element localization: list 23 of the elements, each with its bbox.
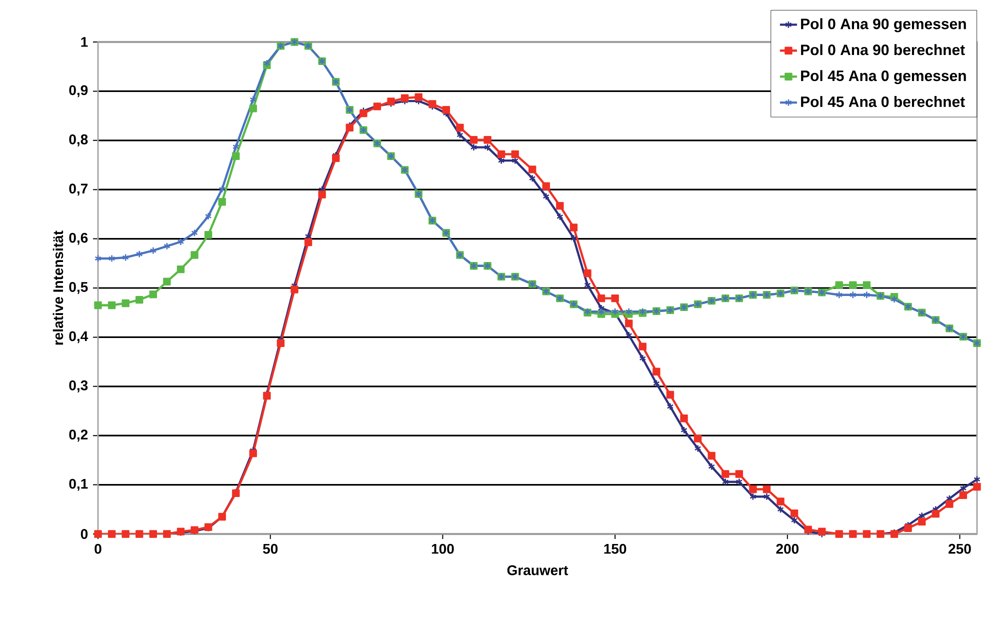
x-tick-label: 250: [948, 544, 971, 554]
legend-label: Pol 45 Ana 0 gemessen: [801, 70, 966, 84]
x-tick-label: 50: [263, 544, 278, 554]
y-tick-label: 0,8: [69, 134, 88, 146]
y-tick-label: 0,6: [69, 232, 88, 245]
y-tick-label: 0,2: [69, 430, 88, 442]
x-tick-label: 0: [94, 544, 102, 554]
y-tick-label: 1: [81, 37, 88, 47]
x-axis-title: Grauwert: [507, 565, 568, 576]
y-tick-label: 0,3: [69, 380, 88, 392]
y-axis-title: relative Intensität: [52, 230, 64, 345]
x-tick-label: 100: [432, 544, 454, 554]
y-tick-label: 0,1: [69, 478, 88, 491]
y-tick-label: 0: [80, 529, 88, 539]
legend-label: Pol 0 Ana 90 gemessen: [801, 18, 966, 32]
y-tick-label: 0,9: [69, 85, 88, 98]
x-tick-label: 200: [776, 544, 799, 554]
legend-label: Pol 45 Ana 0 berechnet: [801, 96, 965, 108]
x-tick-label: 150: [604, 544, 626, 554]
y-tick-label: 0,5: [69, 282, 88, 294]
y-tick-label: 0,7: [69, 184, 88, 196]
legend-label: Pol 0 Ana 90 berechnet: [801, 44, 965, 56]
y-tick-label: 0,4: [69, 331, 88, 344]
